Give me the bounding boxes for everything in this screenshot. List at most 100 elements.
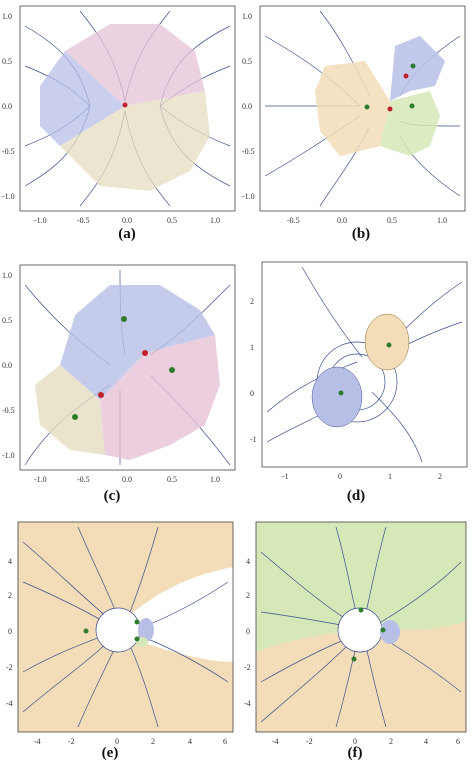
x-tick: 0	[115, 737, 119, 746]
x-tick: 1.0	[210, 475, 220, 484]
x-tick: 1	[388, 472, 392, 481]
region-blue	[380, 620, 400, 644]
x-tick: -0.5	[77, 475, 90, 484]
x-tick: -4	[34, 737, 41, 746]
green-point	[364, 104, 370, 110]
region-pink	[100, 335, 220, 460]
x-tick: 0.5	[167, 216, 177, 225]
y-tick: -0.5	[2, 406, 15, 415]
y-tick: -0.5	[2, 147, 15, 156]
y-tick: -1	[250, 435, 257, 444]
panel-e-plot: -4 -2 0 2 4 6 4 2 0 -2 -4	[6, 521, 234, 746]
green-point	[409, 103, 415, 109]
x-tick: 0.5	[387, 216, 397, 225]
region-green	[380, 91, 440, 156]
y-tick: 2	[8, 591, 12, 600]
caption-d: (d)	[346, 488, 366, 504]
green-point	[169, 367, 175, 373]
y-tick: -1.0	[2, 451, 15, 460]
y-tick: -1.0	[2, 192, 15, 201]
caption-e: (e)	[101, 745, 119, 761]
y-tick: -0.5	[242, 147, 255, 156]
region-blue	[390, 36, 445, 101]
x-tick: 0.5	[167, 475, 177, 484]
panel-e: -4 -2 0 2 4 6 4 2 0 -2 -4	[6, 521, 234, 746]
panel-d: -1 0 1 2 2 1 0 -1	[250, 261, 468, 481]
y-tick: 0.0	[242, 102, 252, 111]
y-tick: 2	[246, 591, 250, 600]
y-tick: 4	[8, 557, 12, 566]
green-point	[134, 636, 140, 642]
green-point	[134, 619, 140, 625]
region-blue	[60, 285, 215, 400]
region-orange	[256, 622, 466, 732]
x-tick: -1	[282, 472, 289, 481]
x-tick: -0.5	[287, 216, 300, 225]
caption-b: (b)	[351, 226, 371, 242]
x-tick: 6	[223, 737, 227, 746]
x-tick: 4	[188, 737, 192, 746]
y-tick: -4	[244, 699, 251, 708]
green-point	[83, 628, 89, 634]
panel-f: -4 -2 0 2 4 6 4 2 0 -2 -4	[244, 521, 467, 746]
y-tick: -2	[244, 663, 251, 672]
x-tick: 0.0	[122, 475, 132, 484]
caption-f: (f)	[347, 745, 363, 761]
x-tick: 2	[438, 472, 442, 481]
y-tick: 1.0	[242, 12, 252, 21]
y-tick: 1	[250, 343, 254, 352]
x-tick: 0	[338, 472, 342, 481]
panel-a: -1.0 -0.5 0.0 0.5 1.0 1.0 0.5 0.0 -0.5 -…	[2, 5, 236, 225]
red-point	[142, 350, 148, 356]
red-point	[98, 392, 104, 398]
panel-c: -1.0 -0.5 0.0 0.5 1.0 1.0 0.5 0.0 -0.5 -…	[2, 264, 236, 484]
y-tick: 0	[250, 389, 254, 398]
x-tick: 6	[456, 737, 460, 746]
x-tick: 1.0	[210, 216, 220, 225]
x-tick: 0.0	[122, 216, 132, 225]
y-tick: -1.0	[242, 192, 255, 201]
x-tick: 0	[353, 737, 357, 746]
x-tick: -2	[68, 737, 75, 746]
red-point	[387, 106, 393, 112]
green-point	[380, 627, 386, 633]
y-tick: 4	[246, 557, 250, 566]
y-tick: 0	[246, 627, 250, 636]
caption-a: (a)	[118, 226, 136, 242]
green-point	[410, 63, 416, 69]
region-tan	[35, 365, 105, 455]
x-tick: -4	[272, 737, 279, 746]
region-blue	[311, 366, 363, 428]
y-tick: -2	[6, 663, 13, 672]
region-pink	[65, 24, 205, 106]
y-tick: -4	[6, 699, 13, 708]
y-tick: 0.5	[2, 316, 12, 325]
green-point	[121, 316, 127, 322]
green-point	[351, 656, 357, 662]
panel-f-plot: -4 -2 0 2 4 6 4 2 0 -2 -4	[244, 521, 467, 746]
x-tick: 0.0	[337, 216, 347, 225]
x-tick: -2	[306, 737, 313, 746]
red-point	[122, 102, 128, 108]
y-tick: 2	[250, 297, 254, 306]
region-blue	[40, 51, 125, 146]
x-tick: -0.5	[77, 216, 90, 225]
panel-b-plot: -0.5 0.0 0.5 1.0 1.0 0.5 0.0 -0.5 -1.0	[242, 5, 466, 225]
x-tick: 4	[424, 737, 428, 746]
x-tick: -1.0	[34, 216, 47, 225]
x-tick: 1.0	[437, 216, 447, 225]
inner-circle	[337, 607, 383, 653]
x-tick: 2	[151, 737, 155, 746]
panel-a-plot: -1.0 -0.5 0.0 0.5 1.0 1.0 0.5 0.0 -0.5 -…	[2, 5, 236, 225]
caption-c: (c)	[103, 488, 121, 504]
panel-c-plot: -1.0 -0.5 0.0 0.5 1.0 1.0 0.5 0.0 -0.5 -…	[2, 264, 236, 484]
y-tick: 0.0	[2, 102, 12, 111]
x-tick: 2	[389, 737, 393, 746]
y-tick: 1.0	[2, 12, 12, 21]
y-tick: 0.5	[242, 57, 252, 66]
x-tick: -1.0	[34, 475, 47, 484]
green-point	[386, 342, 392, 348]
region-orange	[364, 313, 410, 371]
y-tick: 0	[8, 627, 12, 636]
region-orange	[315, 61, 390, 156]
